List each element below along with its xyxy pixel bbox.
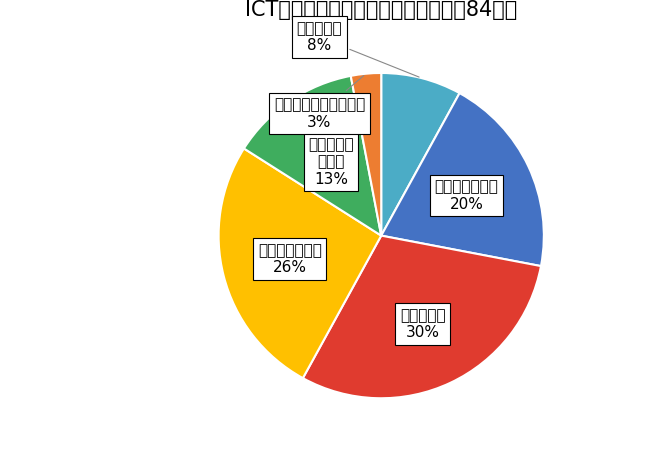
Wedge shape [381,73,459,236]
Text: 絶対導入すべきでない
3%: 絶対導入すべきでない 3% [274,75,365,130]
Text: 導入すべき
30%: 導入すべき 30% [400,308,446,340]
Text: どちらでもない
26%: どちらでもない 26% [258,243,322,275]
Wedge shape [303,236,541,398]
Text: は非導入すべき
20%: は非導入すべき 20% [435,179,499,212]
Text: わからない
8%: わからない 8% [296,21,419,77]
Text: 導入すべき
でない
13%: 導入すべき でない 13% [308,137,354,187]
Title: ICTの活用や現場管理の効率化（ｎ＝84人）: ICTの活用や現場管理の効率化（ｎ＝84人） [245,0,517,20]
Wedge shape [219,148,381,378]
Wedge shape [244,76,381,236]
Wedge shape [381,93,544,266]
Wedge shape [351,73,381,236]
